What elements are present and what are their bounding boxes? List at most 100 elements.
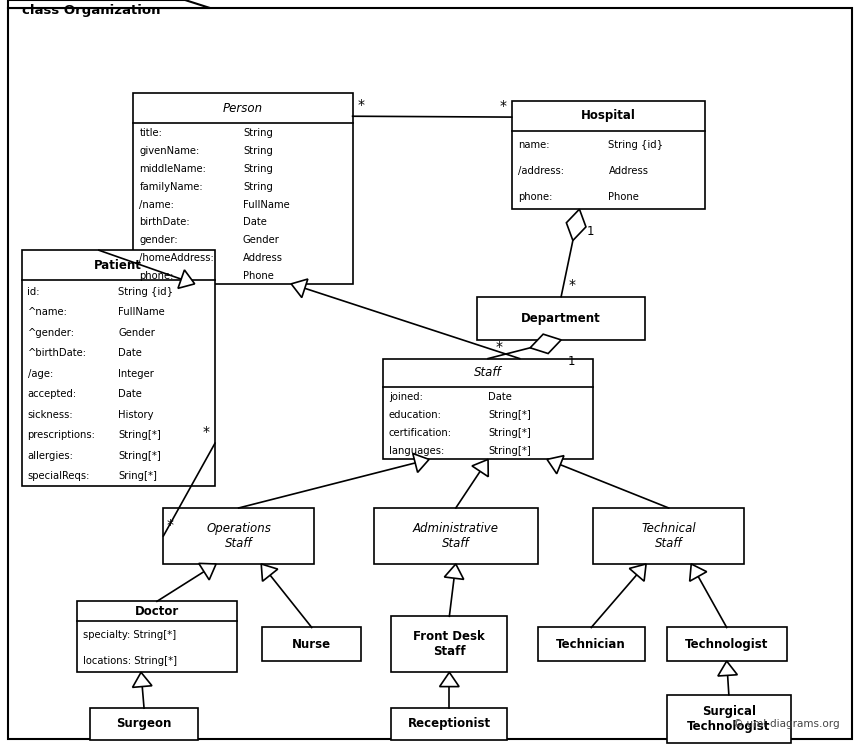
Text: Hospital: Hospital <box>581 109 636 123</box>
Text: Address: Address <box>243 253 283 263</box>
Text: String[*]: String[*] <box>119 450 161 461</box>
Text: certification:: certification: <box>389 428 452 438</box>
Text: Surgeon: Surgeon <box>116 717 172 731</box>
Bar <box>666 627 787 661</box>
Polygon shape <box>445 564 464 580</box>
Text: String {id}: String {id} <box>609 140 664 150</box>
Text: phone:: phone: <box>518 193 552 202</box>
Polygon shape <box>690 564 707 581</box>
Text: *: * <box>203 425 210 439</box>
Bar <box>77 601 236 672</box>
Text: String: String <box>243 164 273 174</box>
Text: ^gender:: ^gender: <box>28 328 75 338</box>
Bar <box>512 101 705 209</box>
Text: specialReqs:: specialReqs: <box>28 471 90 481</box>
Text: Technician: Technician <box>556 638 626 651</box>
Text: String[*]: String[*] <box>488 446 531 456</box>
Text: *: * <box>495 340 502 353</box>
Text: name:: name: <box>518 140 550 150</box>
Text: Gender: Gender <box>119 328 155 338</box>
Text: education:: education: <box>389 410 441 420</box>
Text: 1: 1 <box>587 225 594 238</box>
Text: ^name:: ^name: <box>28 307 67 317</box>
Bar <box>593 508 744 564</box>
Text: Staff: Staff <box>474 366 502 379</box>
Text: History: History <box>119 409 154 420</box>
Polygon shape <box>8 0 210 8</box>
Text: givenName:: givenName: <box>139 146 200 156</box>
Polygon shape <box>567 209 586 241</box>
Text: Receptionist: Receptionist <box>408 717 491 731</box>
Bar <box>383 359 593 459</box>
Text: *: * <box>166 518 174 532</box>
Bar <box>666 695 791 743</box>
Text: specialty: String[*]: specialty: String[*] <box>83 630 176 640</box>
Text: String: String <box>243 128 273 138</box>
Bar <box>262 627 361 661</box>
Text: /homeAddress:: /homeAddress: <box>139 253 214 263</box>
Text: Surgical
Technologist: Surgical Technologist <box>687 705 771 733</box>
Text: Technologist: Technologist <box>685 638 768 651</box>
Text: Patient: Patient <box>95 258 142 272</box>
Text: Gender: Gender <box>243 235 280 245</box>
Text: middleName:: middleName: <box>139 164 206 174</box>
Text: /name:: /name: <box>139 199 175 209</box>
Bar <box>374 508 538 564</box>
Text: Date: Date <box>488 391 512 402</box>
Text: *: * <box>358 99 365 112</box>
Polygon shape <box>630 564 646 581</box>
Text: *: * <box>500 99 507 113</box>
Text: Operations
Staff: Operations Staff <box>206 522 271 550</box>
Text: String {id}: String {id} <box>119 287 174 297</box>
Text: id:: id: <box>28 287 40 297</box>
Text: Front Desk
Staff: Front Desk Staff <box>414 630 485 658</box>
Text: locations: String[*]: locations: String[*] <box>83 656 177 666</box>
Polygon shape <box>178 270 194 288</box>
Text: FullName: FullName <box>243 199 290 209</box>
Text: © uml-diagrams.org: © uml-diagrams.org <box>734 719 840 729</box>
Text: languages:: languages: <box>389 446 444 456</box>
Text: Date: Date <box>119 389 142 399</box>
Polygon shape <box>530 334 562 353</box>
Text: Administrative
Staff: Administrative Staff <box>413 522 499 550</box>
Text: Person: Person <box>223 102 263 115</box>
Text: String: String <box>243 146 273 156</box>
Text: phone:: phone: <box>139 271 174 281</box>
Text: birthDate:: birthDate: <box>139 217 190 227</box>
Text: Sring[*]: Sring[*] <box>119 471 157 481</box>
Text: title:: title: <box>139 128 163 138</box>
Text: Address: Address <box>609 167 648 176</box>
Text: *: * <box>568 278 575 291</box>
Text: 1: 1 <box>568 356 575 368</box>
Polygon shape <box>547 456 564 474</box>
Polygon shape <box>292 279 308 297</box>
Text: Phone: Phone <box>243 271 273 281</box>
Polygon shape <box>718 661 737 676</box>
Text: class Organization: class Organization <box>22 4 161 17</box>
Bar <box>133 93 353 284</box>
Text: String: String <box>243 182 273 192</box>
Polygon shape <box>472 459 488 477</box>
Text: Date: Date <box>119 348 142 358</box>
Text: String[*]: String[*] <box>488 428 531 438</box>
Text: sickness:: sickness: <box>28 409 73 420</box>
Polygon shape <box>439 672 459 686</box>
Text: Date: Date <box>243 217 267 227</box>
Text: joined:: joined: <box>389 391 422 402</box>
Text: prescriptions:: prescriptions: <box>28 430 95 440</box>
Bar <box>90 708 198 740</box>
Text: Integer: Integer <box>119 369 154 379</box>
Text: /age:: /age: <box>28 369 52 379</box>
Text: FullName: FullName <box>119 307 165 317</box>
Text: String[*]: String[*] <box>488 410 531 420</box>
Polygon shape <box>199 563 216 580</box>
Text: Technical
Staff: Technical Staff <box>642 522 696 550</box>
Text: String[*]: String[*] <box>119 430 161 440</box>
Text: allergies:: allergies: <box>28 450 73 461</box>
Text: Phone: Phone <box>609 193 639 202</box>
Text: Doctor: Doctor <box>135 605 179 618</box>
Bar <box>22 250 215 486</box>
Bar <box>538 627 645 661</box>
Text: accepted:: accepted: <box>28 389 77 399</box>
Bar <box>391 708 507 740</box>
